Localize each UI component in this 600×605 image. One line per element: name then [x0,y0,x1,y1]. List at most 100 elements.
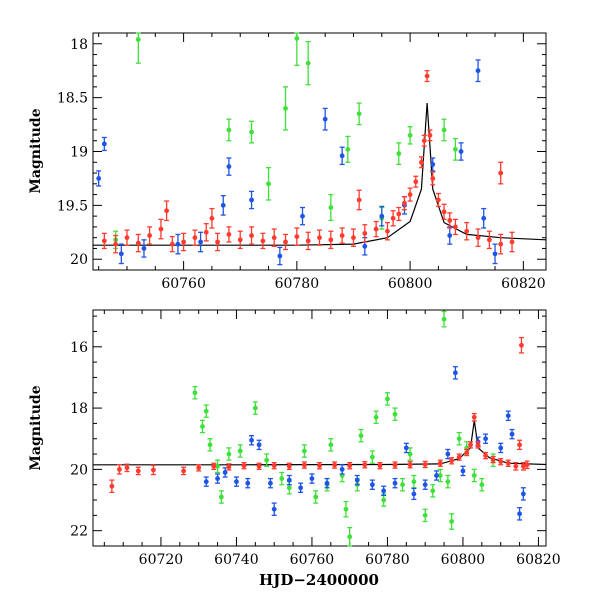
red-data-point [347,463,353,469]
x-tick-label: 60820 [501,276,546,292]
red-data-point [328,237,334,243]
red-data-point [392,462,398,468]
y-tick-label: 18 [70,37,88,53]
red-data-point [271,463,277,469]
red-data-point [109,483,115,489]
y-tick-label: 19.5 [57,198,88,214]
green-data-point [479,482,485,488]
blue-data-point [268,480,273,486]
green-data-point [302,448,307,454]
red-data-point [396,211,402,217]
blue-data-point [403,445,409,451]
green-data-point [218,494,224,500]
blue-data-point [249,197,254,203]
green-data-point [430,488,436,494]
y-tick-label: 18 [70,401,88,417]
blue-data-point [298,485,304,491]
red-data-point [413,179,419,185]
green-data-point [392,411,398,417]
red-data-point [422,462,428,467]
x-tick-label: 60780 [275,276,320,292]
green-data-point [441,316,447,322]
red-data-point [513,463,519,469]
blue-data-point [203,479,209,485]
green-data-point [347,534,353,540]
blue-data-point [118,251,124,257]
green-data-point [453,146,458,152]
top-data-points [96,32,515,266]
red-data-point [135,240,141,246]
red-data-point [456,454,462,460]
red-data-point [441,209,447,215]
bottom-plot-frame [92,309,547,547]
blue-data-point [520,491,526,497]
red-data-point [509,239,515,245]
red-data-point [203,229,209,235]
red-data-point [249,233,254,238]
x-tick-label: 60740 [214,552,259,568]
red-data-point [517,442,522,448]
red-data-point [305,238,311,244]
green-data-point [411,479,417,485]
top-tick-labels: 60760 60780 60800 60820 18 18.5 19 19.5 20 [57,37,546,292]
green-data-point [313,494,319,500]
red-data-point [256,463,262,469]
red-data-point [164,208,170,214]
red-data-point [419,159,424,165]
red-data-point [113,241,119,247]
green-data-point [381,497,387,503]
red-data-point [241,463,247,469]
blue-data-point [245,480,251,486]
blue-data-point [234,479,239,485]
top-panel: 60760 60780 60800 60820 18 18.5 19 19.5 20 Magni… [28,32,547,292]
blue-data-point [271,506,277,512]
y-tick-label: 19 [70,145,88,161]
red-data-point [283,239,288,245]
blue-data-point [492,251,498,257]
blue-data-point [222,470,228,475]
bottom-x-axis-label: HJD−2400000 [259,571,379,589]
blue-data-point [277,253,283,259]
green-data-point [252,405,258,411]
red-data-point [286,463,292,469]
red-data-point [402,200,407,206]
blue-data-point [422,482,428,488]
red-data-point [520,463,526,469]
blue-data-point [362,243,368,249]
red-data-point [147,233,153,238]
red-data-point [124,235,130,241]
red-data-point [486,237,492,243]
red-data-point [483,453,488,458]
red-data-point [339,233,345,238]
red-data-point [464,228,470,234]
red-data-point [471,414,477,420]
blue-data-point [458,149,464,154]
green-data-point [396,151,402,157]
blue-data-point [309,476,315,481]
y-tick-label: 22 [70,524,88,540]
red-data-point [436,197,441,203]
red-data-point [449,458,455,464]
x-tick-label: 60800 [441,552,486,568]
red-data-point [430,176,436,181]
red-data-point [192,235,198,241]
green-data-point [279,476,285,481]
red-data-point [135,468,141,474]
red-data-point [453,224,458,230]
y-tick-label: 20 [70,252,88,268]
blue-data-point [369,482,375,488]
red-data-point [362,230,368,236]
green-data-point [400,482,405,488]
x-tick-label: 60780 [365,552,410,568]
green-data-point [266,181,271,187]
red-data-point [498,459,504,465]
blue-data-point [498,445,504,451]
red-data-point [351,235,356,241]
red-data-point [421,138,427,144]
red-data-point [302,462,307,468]
green-data-point [328,205,334,210]
bottom-ticks [93,310,546,547]
blue-data-point [517,511,522,517]
green-data-point [200,424,205,429]
